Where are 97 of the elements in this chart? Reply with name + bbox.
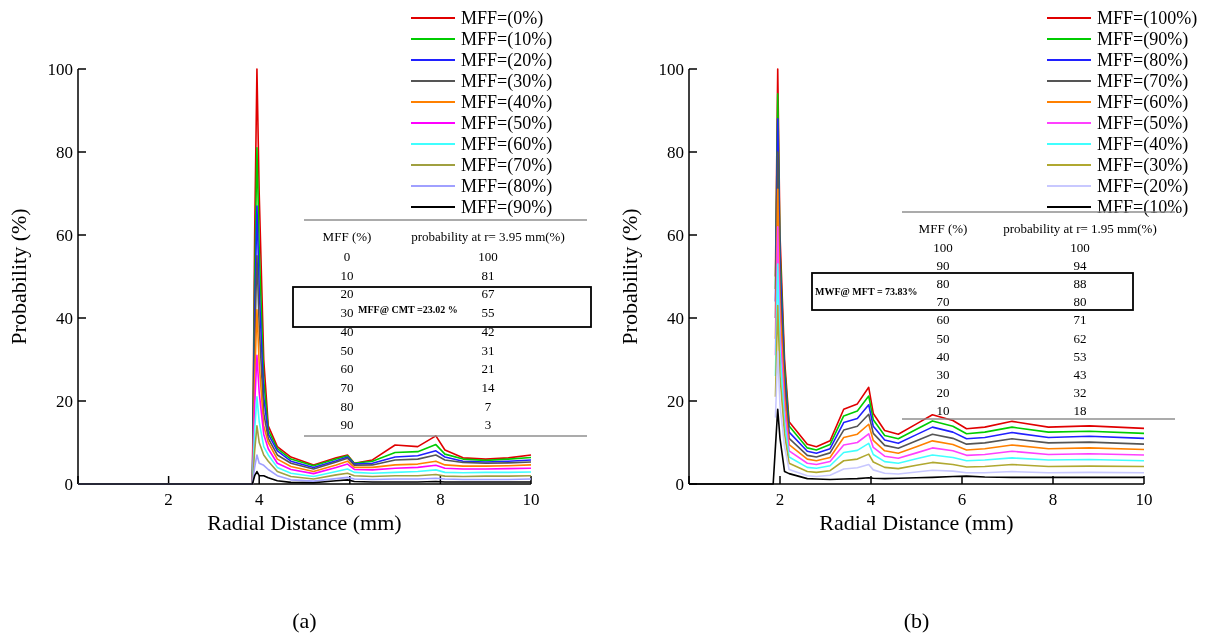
annotation: 62 [1073, 330, 1087, 346]
y-tick-label: 80 [56, 143, 73, 162]
legend-label: MFF=(90%) [1097, 29, 1189, 50]
annotation: 80 [936, 276, 950, 292]
y-tick-label: 20 [667, 392, 684, 411]
annotation: 100 [478, 249, 498, 264]
legend-label: MFF=(30%) [461, 71, 553, 92]
legend-label: MFF=(70%) [1097, 71, 1189, 92]
legend-label: MFF=(30%) [1097, 155, 1189, 176]
annotation: 70 [340, 379, 354, 395]
text: (b) [903, 608, 930, 633]
annotation: probability at r= 1.95 mm(%) [1003, 221, 1157, 236]
y-tick-label: 40 [56, 309, 73, 328]
annotation: 67 [481, 286, 495, 302]
annotation: 0 [343, 249, 351, 264]
annotation: 10 [936, 402, 950, 418]
annotation: 50 [936, 330, 950, 346]
annotation: 90 [340, 417, 354, 433]
x-tick-label: 10 [1135, 490, 1153, 509]
legend-label: MFF=(100%) [1097, 8, 1198, 29]
annotation: MFF@ CMT =23.02 % [358, 304, 458, 315]
x-axis-title: Radial Distance (mm) [207, 510, 402, 535]
annotation: 90 [936, 258, 950, 274]
y-axis-title: Probability (%) [617, 208, 642, 345]
y-tick-label: 100 [658, 60, 684, 79]
y-tick-label: 20 [56, 392, 73, 411]
legend-label: MFF=(40%) [1097, 134, 1189, 155]
legend-label: MFF=(20%) [1097, 176, 1189, 197]
annotation: 21 [481, 361, 495, 377]
annotation: 42 [481, 323, 495, 339]
annotation: 94 [1073, 258, 1087, 274]
line-series [774, 263, 1145, 470]
legend-label: MFF=(80%) [1097, 50, 1189, 71]
annotation: MFF (%) [322, 229, 372, 244]
annotation: 60 [936, 312, 950, 328]
line-series [774, 350, 1145, 478]
legend-label: MFF=(10%) [1097, 197, 1189, 218]
annotation: 7 [484, 398, 492, 414]
x-tick-label: 2 [164, 490, 173, 509]
y-axis-title: Probability (%) [6, 208, 31, 345]
legend-label: MFF=(50%) [1097, 113, 1189, 134]
annotation: 30 [340, 305, 354, 321]
x-tick-label: 4 [254, 490, 264, 509]
annotation: 14 [481, 379, 495, 395]
annotation: 70 [936, 294, 950, 310]
y-tick-label: 60 [56, 226, 73, 245]
annotation: 55 [481, 305, 495, 321]
annotation: 60 [340, 361, 354, 377]
annotation: 100 [933, 240, 953, 255]
legend-label: MFF=(20%) [461, 50, 553, 71]
annotation: 20 [936, 384, 950, 400]
legend-label: MFF=(40%) [461, 92, 553, 113]
x-tick-label: 4 [866, 490, 876, 509]
line-series [774, 304, 1145, 474]
annotation: 40 [936, 348, 950, 364]
annotation: 100 [1070, 240, 1090, 255]
text: (a) [292, 608, 317, 633]
x-tick-label: 10 [522, 490, 540, 509]
annotation: 30 [936, 366, 950, 382]
x-tick-label: 8 [1048, 490, 1058, 509]
y-tick-label: 0 [675, 475, 684, 494]
y-tick-label: 100 [47, 60, 73, 79]
y-tick-label: 40 [667, 309, 684, 328]
annotation: 10 [340, 267, 354, 283]
annotation: 32 [1073, 384, 1087, 400]
annotation: 50 [340, 342, 354, 358]
annotation: probability at r= 3.95 mm(%) [411, 229, 565, 244]
x-tick-label: 6 [345, 490, 355, 509]
annotation: 80 [1073, 294, 1087, 310]
legend-label: MFF=(70%) [461, 155, 553, 176]
y-tick-label: 80 [667, 143, 684, 162]
x-tick-label: 2 [775, 490, 785, 509]
legend-label: MFF=(10%) [461, 29, 553, 50]
annotation: 53 [1073, 348, 1087, 364]
legend-label: MFF=(50%) [461, 113, 553, 134]
legend-label: MFF=(90%) [461, 197, 553, 218]
legend-label: MFF=(60%) [1097, 92, 1189, 113]
annotation: 88 [1073, 276, 1087, 292]
annotation: MFF (%) [918, 221, 968, 236]
y-tick-label: 0 [64, 475, 73, 494]
annotation: 81 [481, 267, 495, 283]
annotation: 3 [484, 417, 492, 433]
annotation: MWF@ MFT = 73.83% [815, 286, 918, 297]
annotation: 71 [1073, 312, 1087, 328]
legend-label: MFF=(60%) [461, 134, 553, 155]
x-tick-label: 8 [436, 490, 445, 509]
x-tick-label: 6 [957, 490, 967, 509]
annotation: 43 [1073, 366, 1087, 382]
annotation: 31 [481, 342, 495, 358]
annotation: 40 [340, 323, 354, 339]
x-axis-title: Radial Distance (mm) [819, 510, 1014, 535]
annotation: 80 [340, 398, 354, 414]
legend-label: MFF=(0%) [461, 8, 544, 29]
legend-label: MFF=(80%) [461, 176, 553, 197]
annotation: 18 [1073, 402, 1087, 418]
annotation: 20 [340, 286, 354, 302]
y-tick-label: 60 [667, 226, 684, 245]
